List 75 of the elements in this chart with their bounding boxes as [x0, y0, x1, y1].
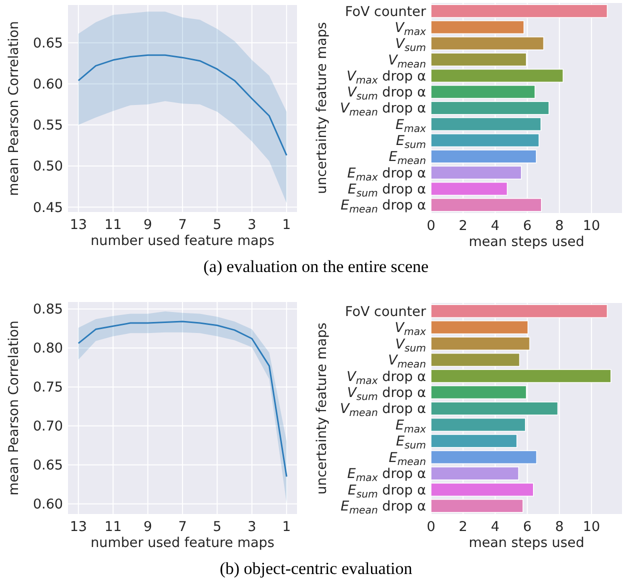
y-tick-label: E$_{mean}$ — [388, 450, 426, 468]
x-tick-label: 6 — [523, 218, 532, 234]
x-tick-label: 3 — [248, 217, 256, 233]
x-tick-label: 0 — [426, 218, 436, 234]
y-tick-label: 0.60 — [32, 496, 63, 513]
y-tick-label: V$_{sum}$ — [395, 336, 426, 354]
x-tick-label: 0 — [426, 519, 436, 535]
y-tick-label: 0.60 — [32, 76, 63, 93]
x-tick-label: 7 — [178, 519, 187, 535]
text: (a) evaluation on the entire scene — [203, 257, 429, 276]
y-tick-label: E$_{sum}$ — [396, 434, 426, 452]
y-tick-label: V$_{max}$ drop α — [346, 368, 426, 387]
x-tick-label: 10 — [582, 218, 600, 234]
y-tick-label: 0.65 — [32, 458, 63, 474]
y-tick-label: V$_{sum}$ — [395, 36, 426, 54]
x-axis-title: mean steps used — [468, 535, 584, 551]
x-tick-label: 2 — [458, 218, 468, 234]
x-tick-label: 13 — [70, 217, 88, 233]
y-axis-title: uncertainty feature maps — [314, 322, 330, 494]
y-tick-label: E$_{mean}$ drop α — [340, 198, 426, 216]
y-tick-label: E$_{sum}$ — [396, 133, 426, 152]
x-tick-label: 1 — [282, 519, 291, 535]
x-tick-label: 2 — [458, 519, 468, 535]
x-tick-label: 9 — [144, 519, 152, 535]
x-tick-label: 9 — [144, 217, 152, 233]
line-series — [78, 320, 288, 478]
x-tick-label: 3 — [248, 519, 256, 535]
x-tick-label: 8 — [555, 519, 564, 535]
y-tick-label: 0.50 — [32, 158, 63, 175]
x-axis-title: number used feature maps — [90, 535, 274, 551]
y-tick-label: 0.55 — [32, 118, 63, 134]
y-tick-label: E$_{sum}$ drop α — [348, 482, 426, 500]
y-tick-label: 0.85 — [32, 302, 63, 318]
y-tick-label: E$_{max}$ drop α — [347, 466, 426, 484]
x-tick-label: 5 — [212, 217, 222, 233]
x-tick-label: 4 — [490, 218, 500, 234]
x-tick-label: 10 — [582, 519, 600, 535]
y-tick-label: V$_{mean}$ — [388, 52, 426, 70]
y-tick-label: E$_{max}$ drop α — [347, 165, 426, 184]
y-tick-label: V$_{sum}$ drop α — [347, 84, 426, 103]
y-tick-label: FoV counter — [344, 304, 426, 320]
y-tick-label: E$_{sum}$ drop α — [348, 181, 426, 200]
y-tick-label: V$_{max}$ — [394, 20, 428, 38]
x-tick-label: 8 — [555, 218, 564, 234]
y-tick-label: 0.70 — [32, 418, 63, 435]
y-tick-label: 0.45 — [32, 200, 63, 216]
x-axis-title: mean steps used — [468, 234, 584, 250]
x-tick-label: 11 — [104, 519, 122, 535]
y-tick-label: V$_{mean}$ drop α — [340, 401, 426, 420]
y-tick-label: V$_{mean}$ — [388, 352, 426, 371]
x-tick-label: 13 — [70, 519, 88, 535]
y-tick-label: V$_{max}$ — [394, 320, 428, 338]
x-axis-title: number used feature maps — [90, 233, 274, 249]
y-tick-label: 0.75 — [32, 380, 63, 396]
x-tick-label: 11 — [104, 217, 122, 233]
x-tick-label: 5 — [212, 519, 222, 535]
x-tick-label: 4 — [490, 519, 500, 535]
y-tick-label: V$_{sum}$ drop α — [347, 384, 426, 403]
y-tick-label: 0.80 — [32, 340, 63, 357]
y-tick-label: E$_{mean}$ — [388, 149, 426, 168]
y-axis-title: mean Pearson Correlation — [6, 320, 22, 496]
y-tick-label: E$_{mean}$ drop α — [340, 498, 426, 517]
y-axis-title: mean Pearson Correlation — [6, 21, 22, 196]
y-tick-label: V$_{max}$ drop α — [346, 68, 426, 86]
y-tick-label: 0.65 — [32, 36, 63, 52]
y-tick-label: FoV counter — [344, 4, 426, 20]
text: (b) object-centric evaluation — [220, 559, 413, 578]
y-tick-label: V$_{mean}$ drop α — [340, 100, 426, 119]
x-tick-label: 7 — [178, 217, 187, 233]
x-tick-label: 6 — [523, 519, 532, 535]
line-series — [78, 54, 288, 156]
y-tick-label: E$_{max}$ — [395, 417, 428, 436]
y-axis-title: uncertainty feature maps — [314, 22, 330, 194]
x-tick-label: 1 — [282, 217, 291, 233]
y-tick-label: E$_{max}$ — [395, 116, 428, 135]
